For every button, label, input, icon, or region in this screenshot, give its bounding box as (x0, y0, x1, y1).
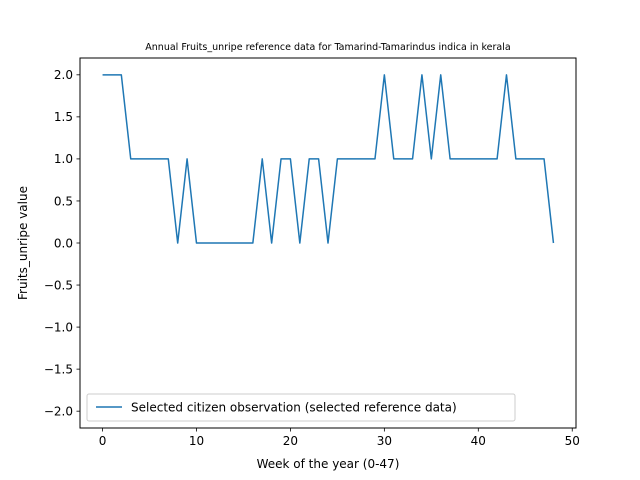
legend: Selected citizen observation (selected r… (86, 393, 516, 422)
y-tick-label: 1.5 (54, 110, 73, 124)
x-tick-label: 0 (99, 434, 107, 448)
x-axis-label: Week of the year (0-47) (257, 457, 400, 471)
y-tick-label: −0.5 (44, 278, 73, 292)
y-tick-label: 0.5 (54, 194, 73, 208)
y-tick-label: 2.0 (54, 68, 73, 82)
x-tick-label: 20 (283, 434, 298, 448)
legend-box (86, 393, 516, 422)
y-tick-label: 1.0 (54, 152, 73, 166)
legend-label: Selected citizen observation (selected r… (131, 401, 457, 415)
y-tick-label: −1.5 (44, 362, 73, 376)
series-line-0 (102, 74, 555, 244)
y-tick-label: 0.0 (54, 236, 73, 250)
y-tick-label: −1.0 (44, 320, 73, 334)
y-axis-label: Fruits_unripe value (16, 186, 30, 300)
x-tick-label: 40 (471, 434, 486, 448)
x-tick-label: 10 (189, 434, 204, 448)
y-tick-label: −2.0 (44, 404, 73, 418)
x-tick-label: 30 (377, 434, 392, 448)
chart-title: Annual Fruits_unripe reference data for … (145, 42, 510, 53)
x-tick-label: 50 (565, 434, 580, 448)
